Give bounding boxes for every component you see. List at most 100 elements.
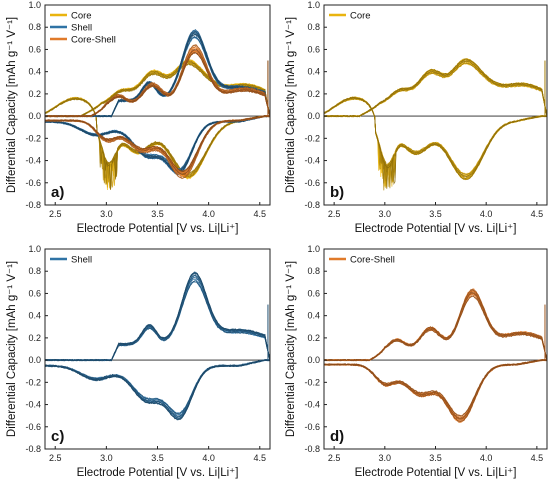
charge-curve-shell [45,274,270,362]
discharge-curve-shell [45,359,270,417]
y-tick-label: 0.6 [307,44,320,54]
x-tick-label: 4.0 [480,453,493,463]
charge-curve-core-shell [324,293,547,362]
x-tick-label: 4.0 [202,209,215,219]
y-tick-label: -0.2 [304,133,320,143]
charge-curve-shell [45,281,270,362]
charge-curve-core [324,58,547,118]
y-tick-label: -0.8 [25,200,41,210]
y-tick-label: 0.6 [28,288,41,298]
charge-curve-core-shell [324,289,547,362]
x-tick-label: 2.5 [328,453,341,463]
discharge-curve-core-shell [324,358,547,422]
x-axis-title: Electrode Potential [V vs. Li|Li⁺] [77,223,239,235]
discharge-curve-core-shell [324,359,547,419]
discharge-curve-core-shell [324,359,547,420]
charge-curve-core-shell [45,52,270,118]
discharge-curve-shell [45,359,270,420]
discharge-curve-core-shell [45,115,270,175]
charge-curve-core [324,58,547,118]
y-axis-title: Differential Capacity [mAh g⁻¹ V⁻¹] [6,17,18,193]
discharge-curve-core [324,96,547,187]
charge-curve-core-shell [324,291,547,362]
y-tick-label: -0.2 [304,377,320,387]
discharge-curve-core-shell [45,115,270,177]
discharge-curve-core-shell [324,359,547,417]
discharge-curve-core-shell [324,359,547,418]
charge-curve-core-shell [324,290,547,362]
discharge-curve-core [45,97,270,190]
charge-curve-core-shell [45,47,270,118]
legend-label: Core [350,11,371,22]
charge-curve-shell [45,271,270,362]
discharge-curve-core-shell [324,358,547,420]
discharge-curve-shell [45,115,270,176]
discharge-curve-shell [45,359,270,417]
discharge-curve-core [324,96,547,185]
charge-curve-core-shell [324,295,547,362]
y-tick-label: 1.0 [28,244,41,254]
discharge-curve-core-shell [324,359,547,421]
axes-frame [44,248,271,450]
charge-curve-core [324,61,547,118]
x-tick-label: 2.5 [49,453,62,463]
discharge-curve-core-shell [45,115,270,172]
discharge-curve-shell [45,359,270,419]
charge-curve-core-shell [324,292,547,362]
plot-area [45,29,270,191]
discharge-curve-shell [45,359,270,420]
discharge-curve-shell [45,359,270,415]
charge-curve-core-shell [324,294,547,362]
discharge-curve-core [324,96,547,181]
discharge-curve-shell [45,359,270,416]
x-tick-label: 3.0 [100,453,113,463]
panel-a: -0.8 -0.6 -0.4 -0.2 0.0 0.2 0.4 0.6 0.8 1.0 2.5 3.0… [6,0,271,235]
axes-frame [323,248,548,450]
y-tick-label: 0.8 [307,266,320,276]
charge-curve-core-shell [324,293,547,362]
y-tick-label: 0.0 [307,111,320,121]
panel-c: -0.8 -0.6 -0.4 -0.2 0.0 0.2 0.4 0.6 0.8 1.0 2.5 3.0… [6,244,271,479]
panel-label: d) [330,428,344,445]
charge-curve-shell [45,277,270,362]
x-tick-label: 4.0 [480,209,493,219]
charge-curve-core [324,60,547,118]
panel-label: a) [51,184,64,201]
charge-curve-shell [45,274,270,362]
panel-b: -0.8 -0.6 -0.4 -0.2 0.0 0.2 0.4 0.6 0.8 1.0 2.5 3.0… [285,0,548,235]
discharge-curve-core [45,97,270,182]
y-tick-label: 0.0 [28,355,41,365]
charge-curve-core-shell [45,47,270,118]
discharge-curve-core-shell [324,359,547,419]
charge-curve-shell [45,272,270,362]
x-tick-label: 3.5 [151,453,164,463]
y-tick-label: 0.2 [307,333,320,343]
y-axis-title: Differential Capacity [mAh g⁻¹ V⁻¹] [285,261,297,437]
plot-area [324,58,547,191]
discharge-curve-core [45,98,270,179]
discharge-curve-core-shell [324,359,547,417]
y-tick-label: 0.4 [28,67,41,77]
discharge-curve-core [45,97,270,178]
charge-curve-core [324,59,547,118]
y-tick-label: -0.8 [25,444,41,454]
discharge-curve-core-shell [45,115,270,178]
charge-curve-shell [45,273,270,362]
charge-curve-shell [45,35,270,118]
charge-curve-shell [45,34,270,118]
x-tick-label: 4.5 [531,453,544,463]
y-tick-label: 0.6 [28,44,41,54]
y-tick-label: -0.2 [25,133,41,143]
y-tick-label: -0.4 [304,400,320,410]
discharge-curve-core [45,98,270,184]
discharge-curve-core [324,97,547,181]
x-tick-label: 4.5 [254,209,267,219]
x-tick-label: 4.0 [202,453,215,463]
charge-curve-core-shell [45,45,270,118]
charge-curve-shell [45,278,270,362]
charge-curve-core [324,59,547,118]
legend-label: Shell [71,23,92,34]
y-tick-label: 0.4 [307,311,320,321]
y-tick-label: 0.8 [28,266,41,276]
charge-curve-core-shell [324,292,547,362]
